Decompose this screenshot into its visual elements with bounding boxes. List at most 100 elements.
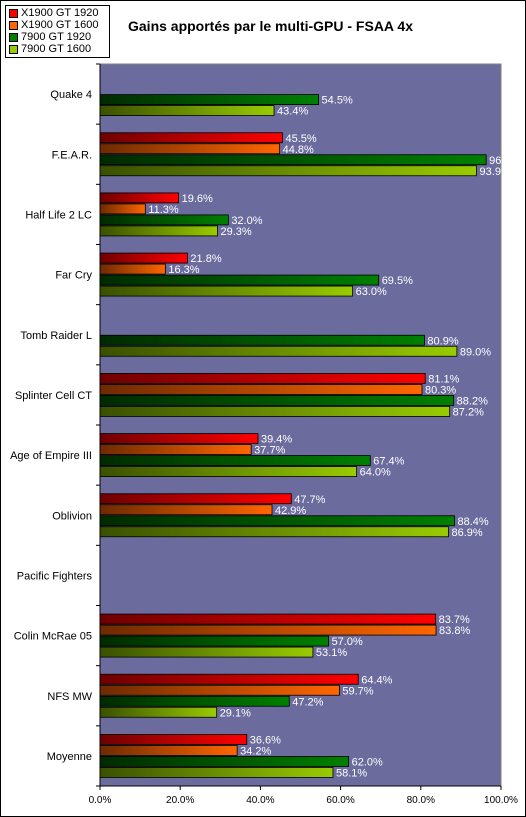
legend-label: 7900 GT 1600 [21,43,92,55]
category-label: Colin McRae 05 [14,631,92,643]
x-tick-label: 0.0% [89,795,112,806]
legend-swatch [9,9,18,18]
category-label: Half Life 2 LC [25,209,92,221]
data-label: 63.0% [356,286,387,298]
plot-area [99,63,502,787]
data-label: 29.1% [220,707,251,719]
bar [99,673,359,685]
bar [99,395,455,406]
bar [99,263,166,275]
bar [99,406,451,417]
bar [99,504,273,516]
legend-swatch [9,21,18,30]
category-label: Quake 4 [50,89,92,101]
category-label: Oblivion [52,510,92,522]
data-label: 89.0% [460,346,491,358]
bar [99,706,218,718]
data-label: 67.4% [373,456,404,468]
chart-title: Gains apportés par le multi-GPU - FSAA 4… [128,18,413,34]
x-tick-label: 100.0% [484,795,518,806]
data-label: 53.1% [316,647,347,659]
bar [99,143,281,155]
bar [99,526,449,538]
data-label: 64.4% [361,674,392,686]
bar [99,624,437,636]
data-label: 34.2% [240,745,271,757]
category-label: NFS MW [47,691,92,703]
bar [99,455,371,466]
x-tick-label: 60.0% [326,795,354,806]
data-label: 43.4% [277,106,308,118]
data-label: 64.0% [360,467,391,479]
bar [99,345,458,357]
data-label: 39.4% [261,434,292,446]
bar [99,105,275,116]
x-tick-label: 40.0% [246,795,274,806]
bar [99,192,179,204]
x-tick-label: 80.0% [407,795,435,806]
data-label: 88.2% [457,395,488,407]
bar [99,635,329,647]
legend-swatch [9,45,18,54]
data-label: 57.0% [332,636,363,648]
bar [99,613,437,625]
data-label: 80.9% [427,335,458,347]
legend-label: X1900 GT 1600 [21,19,99,31]
bar [99,444,252,455]
bar [99,373,426,384]
data-label: 45.5% [285,133,316,145]
data-label: 32.0% [231,215,262,227]
legend-label: 7900 GT 1920 [21,31,92,43]
data-label: 21.8% [190,253,221,265]
data-label: 88.4% [457,516,488,528]
data-label: 16.3% [168,264,199,276]
bar [99,515,455,527]
bar [99,756,350,767]
bar [99,767,334,778]
bar [99,132,283,144]
data-label: 29.3% [220,226,251,238]
bar [99,285,354,297]
data-label: 47.7% [294,494,325,506]
category-label: Pacific Fighters [17,570,93,582]
data-label: 62.0% [352,756,383,768]
bar [99,94,319,105]
data-label: 93.9% [480,166,511,178]
data-label: 47.2% [292,696,323,708]
data-label: 54.5% [322,95,353,107]
data-label: 36.6% [250,734,281,746]
bar [99,734,248,745]
data-label: 19.6% [182,193,213,205]
data-label: 83.7% [439,614,470,626]
data-label: 83.8% [439,625,470,637]
bar [99,695,290,707]
x-tick-label: 20.0% [166,795,194,806]
bar [99,684,340,696]
data-label: 69.5% [382,275,413,287]
bar [99,384,423,395]
bar [99,252,188,264]
legend-label: X1900 GT 1920 [21,7,99,19]
data-label: 42.9% [275,505,306,517]
bar [99,334,425,346]
data-label: 80.3% [425,384,456,396]
data-label: 11.3% [148,204,179,216]
data-label: 59.7% [342,685,373,697]
bar [99,466,358,477]
data-label: 86.9% [451,527,482,539]
bar [99,214,229,226]
legend-swatch [9,33,18,42]
category-label: Moyenne [47,751,92,763]
data-label: 37.7% [254,445,285,457]
bar [99,165,477,177]
data-label: 87.2% [453,406,484,418]
category-label: Tomb Raider L [20,330,92,342]
category-label: F.E.A.R. [52,149,92,161]
bar [99,646,314,658]
bar [99,745,238,756]
category-label: Age of Empire III [10,450,92,462]
bar [99,493,292,505]
legend: X1900 GT 1920 X1900 GT 1600 7900 GT 1920 79… [5,5,110,58]
bar [99,225,218,237]
